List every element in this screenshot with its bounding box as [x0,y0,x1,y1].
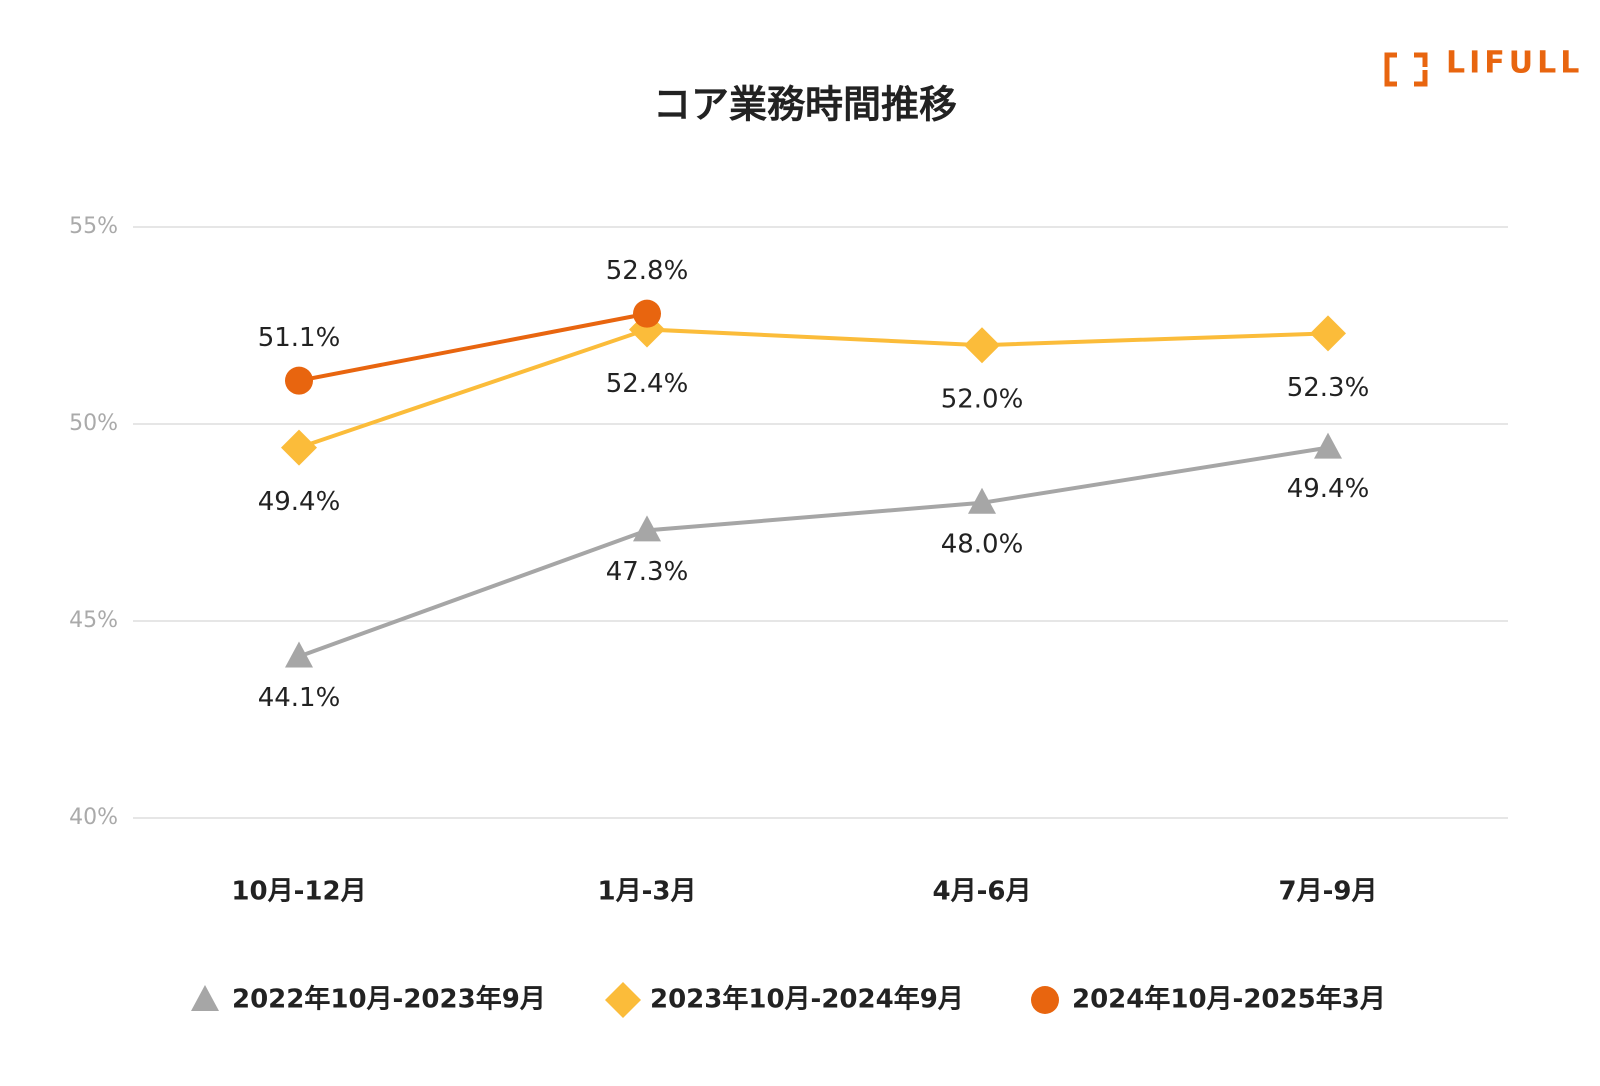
chart-title: コア業務時間推移 [653,83,957,127]
marker [285,641,313,668]
series-line [298,311,648,383]
value-label: 48.0% [941,529,1024,559]
value-label: 47.3% [606,557,689,587]
y-tick-label: 40% [69,805,118,830]
value-label: 49.4% [258,487,341,517]
series-line [298,327,1329,450]
marker [633,515,661,542]
legend-marker [605,982,641,1018]
marker [1310,315,1346,352]
marker [281,429,317,466]
value-label: 51.1% [258,323,341,353]
x-tick-label: 7月-9月 [1279,877,1378,907]
legend-label: 2024年10月-2025年3月 [1072,984,1386,1015]
series-line [298,445,1329,659]
value-label: 52.3% [1287,373,1370,403]
logo [1384,52,1428,87]
value-label: 44.1% [258,683,341,713]
legend-marker [191,985,219,1011]
value-label: 49.4% [1287,474,1370,504]
x-tick-label: 10月-12月 [231,877,366,907]
x-tick-label: 4月-6月 [933,877,1032,907]
marker [1314,432,1342,459]
logo-text: LIFULL [1446,46,1583,81]
y-tick-label: 55% [69,214,118,239]
y-tick-label: 50% [69,411,118,436]
x-tick-label: 1月-3月 [598,877,697,907]
y-tick-label: 45% [69,608,118,633]
legend-label: 2023年10月-2024年9月 [650,984,964,1015]
value-label: 52.8% [606,256,689,286]
marker [285,366,313,395]
legend-marker [1031,986,1059,1014]
marker [964,327,1000,364]
marker [968,487,996,514]
marker [633,299,661,328]
value-label: 52.0% [941,385,1024,415]
value-label: 52.4% [606,369,689,399]
legend-label: 2022年10月-2023年9月 [232,984,546,1015]
